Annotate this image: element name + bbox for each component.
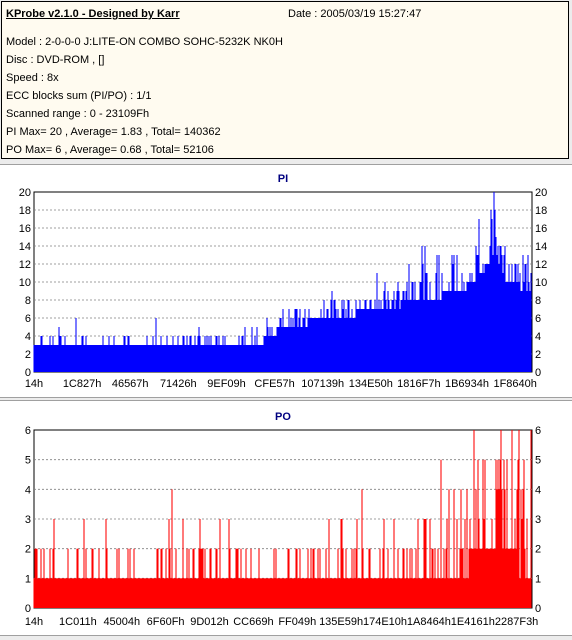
y-tick-label-left: 4 <box>25 331 31 343</box>
x-tick-label: CFE57h <box>254 378 294 390</box>
y-tick-label-left: 18 <box>19 205 31 217</box>
y-tick-label-right: 4 <box>535 331 541 343</box>
y-tick-label-right: 10 <box>535 277 547 289</box>
po-chart: PO 0 0 1 1 2 2 3 3 4 4 5 5 6 6 14h 1C011h 45004h 6F60Fh 9D0… <box>25 411 541 628</box>
y-tick-label-left: 6 <box>25 425 31 437</box>
y-tick-label-left: 12 <box>19 259 31 271</box>
x-tick-label: 6F60Fh <box>147 616 185 628</box>
x-tick-label: 46567h <box>112 378 149 390</box>
y-tick-label-right: 14 <box>535 241 547 253</box>
po-chart-panel: PO 0 0 1 1 2 2 3 3 4 4 5 5 6 6 14h 1C011h 45004h 6F60Fh 9D0… <box>0 400 572 636</box>
x-tick-label: FF049h <box>278 616 316 628</box>
info-panel: KProbe v2.1.0 - Designed by Karr Date : … <box>1 1 569 159</box>
y-tick-label-left: 10 <box>19 277 31 289</box>
app-title: KProbe v2.1.0 - Designed by Karr <box>6 8 180 20</box>
y-tick-label-right: 2 <box>535 349 541 361</box>
x-tick-label: 9EF09h <box>207 378 246 390</box>
speed-line: Speed : 8x <box>6 72 59 84</box>
y-tick-label-right: 12 <box>535 259 547 271</box>
ecc-line: ECC blocks sum (PI/PO) : 1/1 <box>6 90 152 102</box>
y-tick-label-right: 18 <box>535 205 547 217</box>
pi-chart-panel: PI 0 0 2 2 4 4 6 6 8 8 10 10 12 12 14 14 16 16 18 18 20 20 14h 1… <box>0 164 572 398</box>
x-tick-label: 135E59h <box>319 616 363 628</box>
y-tick-label-right: 0 <box>535 367 541 379</box>
y-tick-label-left: 8 <box>25 295 31 307</box>
y-tick-label-right: 1 <box>535 573 541 585</box>
y-tick-label-left: 0 <box>25 367 31 379</box>
y-tick-label-left: 6 <box>25 313 31 325</box>
x-tick-label: 174E10h <box>363 616 407 628</box>
y-tick-label-left: 2 <box>25 544 31 556</box>
chart-title: PO <box>275 411 291 423</box>
x-tick-label: 14h <box>25 616 43 628</box>
x-tick-label: 1A8464h <box>407 616 451 628</box>
x-tick-label: 71426h <box>160 378 197 390</box>
pi-chart: PI 0 0 2 2 4 4 6 6 8 8 10 10 12 12 14 14 16 16 18 18 20 20 14h 1… <box>19 173 548 390</box>
y-tick-label-right: 2 <box>535 544 541 556</box>
x-tick-label: 1E4161h <box>451 616 495 628</box>
x-tick-label: 1C827h <box>63 378 102 390</box>
x-tick-label: 107139h <box>301 378 344 390</box>
y-tick-label-left: 2 <box>25 349 31 361</box>
chart-title: PI <box>278 173 288 185</box>
y-tick-label-left: 0 <box>25 603 31 615</box>
x-tick-label: 1F8640h <box>493 378 536 390</box>
pi-summary-line: PI Max= 20 , Average= 1.83 , Total= 1403… <box>6 126 221 138</box>
y-tick-label-right: 20 <box>535 187 547 199</box>
po-summary-line: PO Max= 6 , Average= 0.68 , Total= 52106 <box>6 144 214 156</box>
x-tick-label: 1816F7h <box>397 378 440 390</box>
y-tick-label-left: 4 <box>25 484 31 496</box>
y-tick-label-right: 3 <box>535 514 541 526</box>
y-tick-label-left: 5 <box>25 455 31 467</box>
y-tick-label-left: 3 <box>25 514 31 526</box>
y-tick-label-right: 6 <box>535 313 541 325</box>
scan-date: Date : 2005/03/19 15:27:47 <box>288 8 422 20</box>
range-line: Scanned range : 0 - 23109Fh <box>6 108 150 120</box>
model-line: Model : 2-0-0-0 J:LITE-ON COMBO SOHC-523… <box>6 36 283 48</box>
x-tick-label: 9D012h <box>190 616 229 628</box>
y-tick-label-right: 8 <box>535 295 541 307</box>
y-tick-label-right: 0 <box>535 603 541 615</box>
y-tick-label-left: 16 <box>19 223 31 235</box>
y-tick-label-left: 20 <box>19 187 31 199</box>
x-tick-label: 1C011h <box>59 616 97 628</box>
y-tick-label-right: 6 <box>535 425 541 437</box>
disc-line: Disc : DVD-ROM , [] <box>6 54 105 66</box>
x-tick-label: 45004h <box>103 616 140 628</box>
y-tick-label-left: 14 <box>19 241 31 253</box>
x-tick-label: 14h <box>25 378 43 390</box>
x-tick-label: 134E50h <box>349 378 393 390</box>
x-tick-label: 1B6934h <box>445 378 489 390</box>
x-tick-label: 2287F3h <box>495 616 538 628</box>
y-tick-label-right: 4 <box>535 484 541 496</box>
y-tick-label-right: 5 <box>535 455 541 467</box>
x-tick-label: CC669h <box>233 616 273 628</box>
y-tick-label-right: 16 <box>535 223 547 235</box>
y-tick-label-left: 1 <box>25 573 31 585</box>
